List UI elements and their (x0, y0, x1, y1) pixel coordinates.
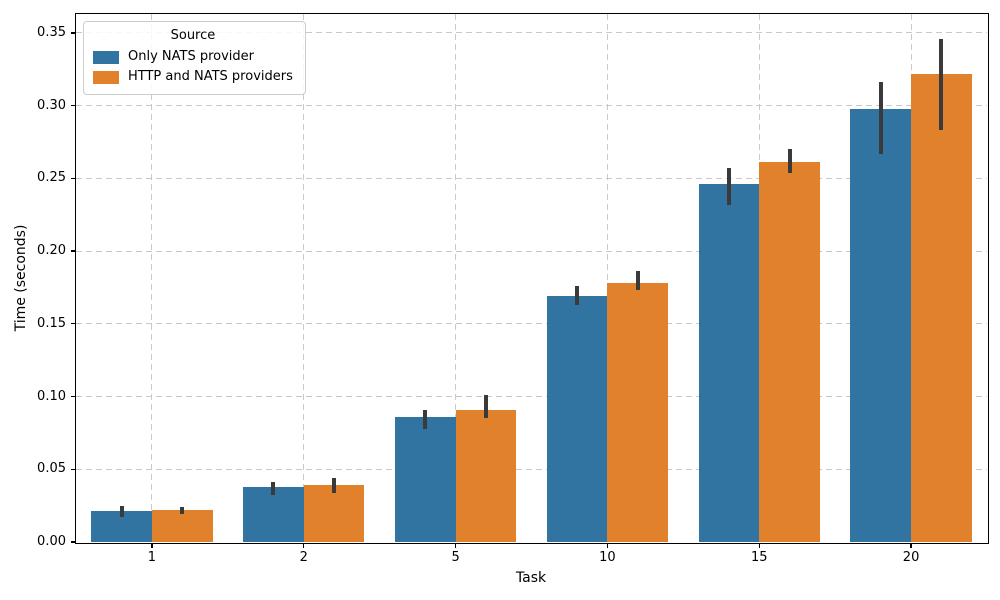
x-tick-label: 1 (147, 550, 157, 565)
x-tick-label: 5 (451, 550, 460, 565)
x-tick (303, 543, 305, 548)
bar-series0-task20 (850, 108, 912, 542)
error-bar-series1-task2 (332, 478, 337, 493)
error-bar-series1-task10 (635, 271, 640, 291)
bar-series0-task5 (394, 416, 456, 542)
y-tick (71, 104, 76, 107)
x-tick-label: 15 (750, 550, 768, 565)
error-bar-series0-task5 (423, 409, 428, 429)
x-tick-label: 10 (599, 550, 616, 565)
y-tick (71, 468, 76, 470)
error-bar-series1-task15 (787, 149, 792, 173)
error-bar-series0-task10 (575, 286, 580, 305)
y-tick (71, 177, 76, 179)
y-tick-label: 0.25 (37, 170, 66, 186)
gridline-horizontal (76, 468, 987, 470)
gridline-vertical (606, 14, 608, 542)
gridline-vertical (303, 14, 305, 542)
gridline-horizontal (76, 32, 987, 34)
x-tick (758, 543, 760, 548)
gridline-vertical (151, 14, 153, 542)
legend-swatch-only-nats (93, 50, 119, 64)
gridline-horizontal (76, 250, 987, 252)
error-bar-series0-task1 (119, 505, 124, 518)
y-tick (71, 541, 76, 543)
y-tick-label: 0.35 (37, 24, 66, 40)
error-bar-series0-task2 (271, 482, 276, 496)
bar-series1-task2 (303, 485, 365, 542)
bar-series0-task2 (243, 486, 304, 542)
bar-series1-task15 (759, 162, 820, 542)
y-tick-label: 0.00 (37, 534, 66, 549)
gridline-horizontal (76, 323, 987, 325)
legend: Source Only NATS provider HTTP and NATS … (83, 21, 306, 95)
error-bar-series1-task20 (939, 38, 944, 131)
legend-label-http-nats: HTTP and NATS providers (128, 69, 293, 84)
gridline-vertical (455, 14, 457, 542)
x-tick (454, 543, 457, 548)
x-tick (606, 543, 609, 548)
gridline-horizontal (76, 105, 987, 107)
plot-area: Source Only NATS provider HTTP and NATS … (76, 14, 987, 542)
legend-swatch-http-nats (93, 70, 119, 84)
error-bar-series0-task15 (726, 168, 731, 205)
x-tick (151, 543, 153, 548)
gridline-horizontal (76, 177, 987, 179)
x-axis-label: Task (515, 570, 547, 586)
bar-series1-task1 (151, 510, 213, 542)
legend-item: Only NATS provider (93, 47, 293, 67)
y-tick-label: 0.20 (37, 243, 66, 259)
legend-item: HTTP and NATS providers (93, 67, 293, 87)
bar-series1-task10 (607, 283, 669, 542)
y-tick-label: 0.30 (37, 97, 66, 113)
bar-series1-task5 (455, 409, 517, 542)
legend-title: Source (170, 28, 216, 43)
y-tick-label: 0.05 (37, 461, 66, 477)
gridline-horizontal (76, 396, 987, 398)
bar-series1-task20 (911, 73, 972, 542)
bar-series0-task15 (698, 184, 760, 542)
error-bar-series1-task5 (483, 395, 488, 419)
y-tick (71, 250, 76, 252)
x-tick-label: 2 (299, 550, 308, 565)
y-tick (71, 395, 76, 398)
y-tick-label: 0.10 (37, 388, 66, 404)
y-tick (71, 32, 76, 34)
legend-label-only-nats: Only NATS provider (128, 49, 255, 64)
y-tick-label: 0.15 (37, 315, 66, 331)
y-tick (71, 323, 76, 325)
error-bar-series1-task1 (180, 507, 185, 515)
bar-series0-task10 (546, 296, 608, 542)
x-tick (910, 543, 912, 548)
x-tick-label: 20 (902, 550, 920, 565)
error-bar-series0-task20 (878, 82, 883, 154)
